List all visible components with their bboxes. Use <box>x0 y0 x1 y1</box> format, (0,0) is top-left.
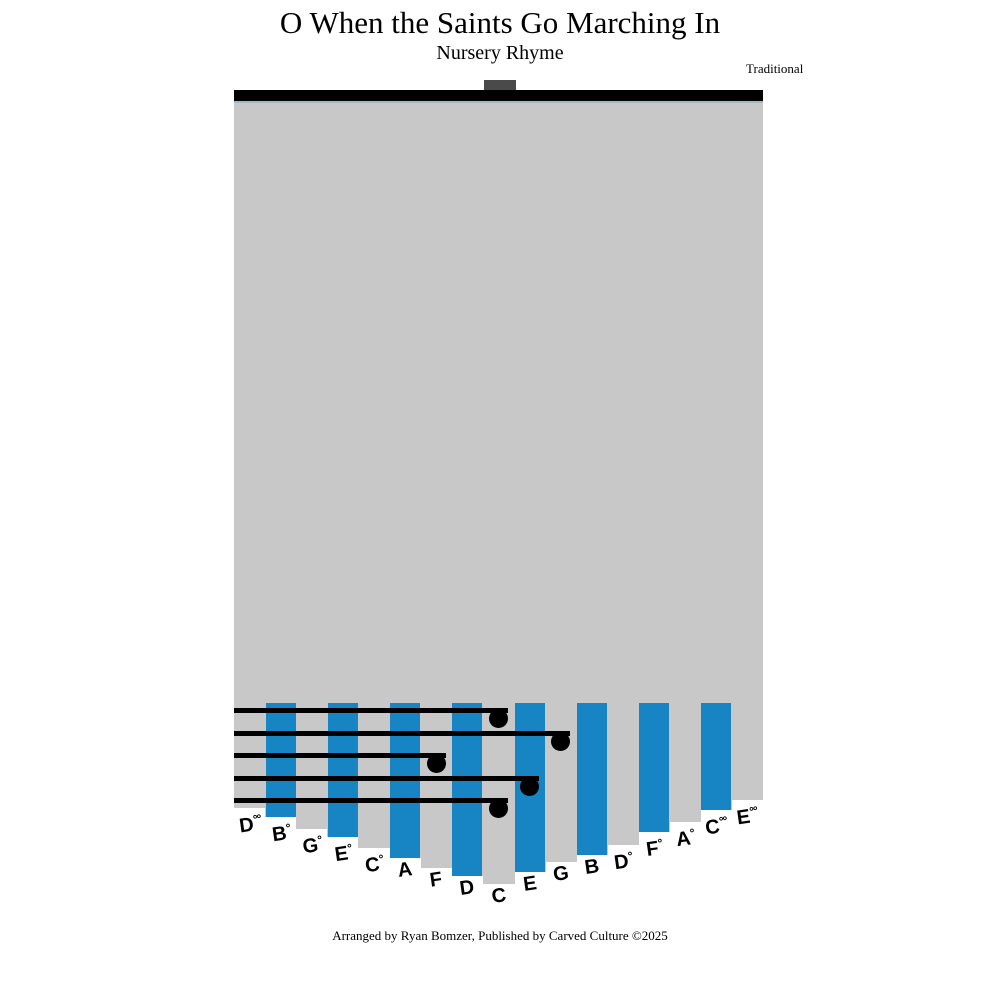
note-dot <box>551 732 571 751</box>
kalimba-tine <box>700 103 733 810</box>
composer-credit: Traditional <box>746 61 804 76</box>
kalimba-tine-paint <box>452 703 483 876</box>
kalimba-tine <box>607 103 640 845</box>
kalimba-tine-paint <box>327 703 358 837</box>
tab-note-line <box>234 776 540 781</box>
kalimba-diagram: D°° B° G° E° C° A F D C E G B D° F° A° C°° E°° <box>234 80 764 910</box>
kalimba-tine <box>265 103 297 817</box>
note-dot <box>489 709 508 728</box>
kalimba-tine-paint <box>701 703 732 810</box>
note-dot <box>520 777 540 796</box>
song-title: O When the Saints Go Marching In <box>279 5 721 40</box>
tab-note-line <box>234 753 446 758</box>
tab-note-line <box>234 731 571 736</box>
kalimba-bridge-edge <box>234 101 763 103</box>
kalimba-tine <box>358 103 391 848</box>
kalimba-bridge-bar <box>234 90 763 101</box>
note-dot <box>426 754 446 773</box>
kalimba-tine <box>669 103 702 822</box>
kalimba-tine <box>482 103 515 884</box>
song-subtitle: Nursery Rhyme <box>436 42 564 64</box>
kalimba-tine-paint <box>576 703 607 855</box>
kalimba-tine <box>296 103 328 829</box>
tine-label: E°° <box>735 803 759 830</box>
kalimba-tine <box>420 103 453 868</box>
kalimba-tine-paint <box>639 703 670 832</box>
tab-note-line <box>234 708 508 713</box>
kalimba-tine <box>234 103 266 808</box>
note-dot <box>489 799 508 818</box>
kalimba-notch <box>484 80 516 90</box>
footer-credit: Arranged by Ryan Bomzer, Published by Ca… <box>332 928 668 943</box>
tab-note-line <box>234 798 508 803</box>
kalimba-tine <box>731 103 764 800</box>
